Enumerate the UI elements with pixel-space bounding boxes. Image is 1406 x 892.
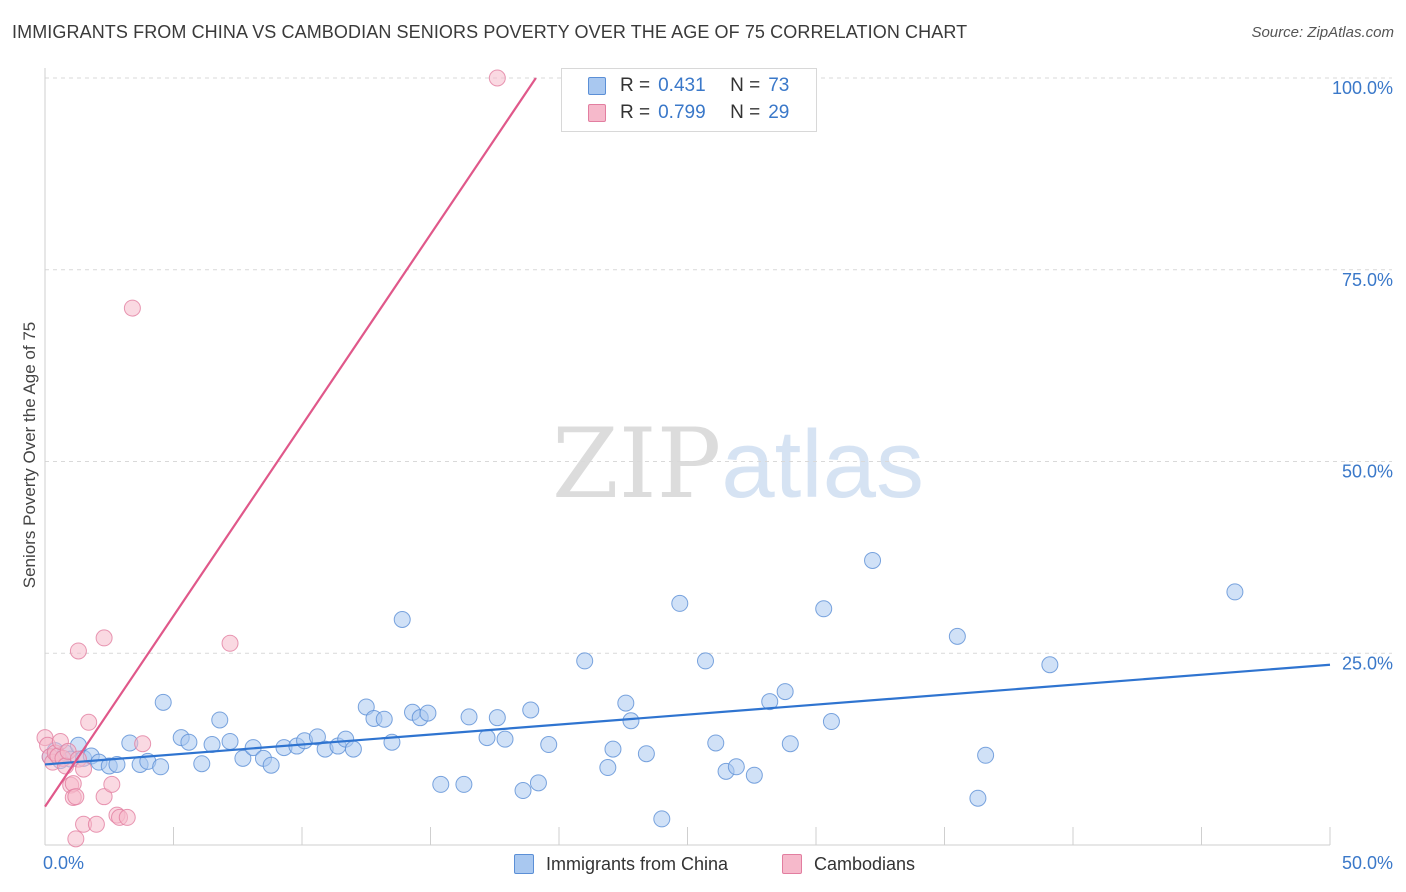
legend-swatch-cambodia (588, 104, 606, 122)
point-china (308, 728, 326, 746)
bottom-legend-china: Immigrants from China (514, 852, 728, 876)
point-china (152, 758, 170, 776)
legend-r-value-cambodia: 0.799 (658, 102, 706, 123)
x-tick-label-end: 50.0% (1342, 853, 1393, 873)
legend-swatch-china (588, 77, 606, 95)
source-credit: Source: ZipAtlas.com (1251, 24, 1394, 41)
point-china (344, 740, 362, 758)
point-china (604, 740, 622, 758)
point-china (727, 758, 745, 776)
point-china (375, 710, 393, 728)
point-china (488, 709, 506, 727)
legend-r-value-china: 0.431 (658, 75, 706, 96)
point-china (696, 652, 714, 670)
point-cambodia (134, 735, 152, 753)
point-cambodia (75, 760, 93, 778)
point-china (460, 708, 478, 726)
point-china (969, 789, 987, 807)
point-china (211, 711, 229, 729)
point-china (781, 735, 799, 753)
point-cambodia (87, 815, 105, 833)
legend-r-label-china: R = (620, 75, 651, 96)
y-tick-label: 25.0% (1342, 653, 1393, 673)
point-china (529, 774, 547, 792)
bottom-legend-label-china: Immigrants from China (546, 853, 729, 874)
legend-r-label-cambodia: R = (620, 102, 651, 123)
point-china (637, 745, 655, 763)
point-china (432, 775, 450, 793)
point-china (822, 713, 840, 731)
point-china (1226, 583, 1244, 601)
point-china (522, 701, 540, 719)
point-china (221, 732, 239, 750)
point-china (707, 734, 725, 752)
point-china (576, 652, 594, 670)
point-china (262, 756, 280, 774)
point-china (776, 683, 794, 701)
bottom-legend-swatch-cambodia (782, 854, 802, 874)
legend-n-label-china: N = (730, 75, 761, 96)
x-tick-label-start: 0.0% (43, 853, 84, 873)
point-china (193, 755, 211, 773)
legend-row-cambodia: R = 0.799 N = 29 (588, 101, 789, 125)
point-china (671, 594, 689, 612)
correlation-legend: R = 0.431 N = 73 R = 0.799 N = 29 (561, 68, 817, 132)
point-china (1041, 656, 1059, 674)
point-china (108, 755, 126, 773)
trend-line-cambodia (44, 77, 537, 808)
point-cambodia (123, 299, 141, 317)
point-cambodia (67, 830, 85, 848)
legend-n-value-china: 73 (768, 75, 790, 96)
point-cambodia (80, 713, 98, 731)
point-china (599, 759, 617, 777)
point-cambodia (118, 808, 136, 826)
point-cambodia (69, 642, 87, 660)
legend-n-value-cambodia: 29 (768, 102, 790, 123)
point-china (180, 733, 198, 751)
point-china (419, 704, 437, 722)
legend-n-label-cambodia: N = (730, 102, 761, 123)
point-china (948, 627, 966, 645)
point-china (653, 810, 671, 828)
bottom-legend-label-cambodia: Cambodians (814, 853, 916, 874)
point-china (478, 729, 496, 747)
point-china (540, 736, 558, 754)
point-china (154, 693, 172, 711)
y-tick-label: 50.0% (1342, 462, 1393, 482)
point-china (864, 551, 882, 569)
point-cambodia (103, 775, 121, 793)
point-china (977, 746, 995, 764)
point-china (617, 694, 635, 712)
legend-row-china: R = 0.431 N = 73 (588, 74, 789, 98)
point-cambodia (67, 788, 85, 806)
bottom-legend-cambodia: Cambodians (782, 852, 915, 876)
point-china (622, 712, 640, 730)
y-tick-label: 100.0% (1332, 78, 1393, 98)
point-china (455, 775, 473, 793)
point-china (234, 749, 252, 767)
point-cambodia (488, 69, 506, 87)
y-axis-title: Seniors Poverty Over the Age of 75 (20, 321, 39, 589)
chart-title: IMMIGRANTS FROM CHINA VS CAMBODIAN SENIO… (12, 22, 968, 42)
bottom-legend-swatch-china (514, 854, 534, 874)
trend-line-china (44, 663, 1331, 766)
point-china (815, 600, 833, 618)
point-china (496, 730, 514, 748)
point-china (514, 782, 532, 800)
point-china (393, 611, 411, 629)
point-cambodia (95, 629, 113, 647)
point-china (761, 693, 779, 711)
point-cambodia (221, 634, 239, 652)
point-cambodia (95, 788, 113, 806)
point-china (745, 766, 763, 784)
y-tick-label: 75.0% (1342, 270, 1393, 290)
